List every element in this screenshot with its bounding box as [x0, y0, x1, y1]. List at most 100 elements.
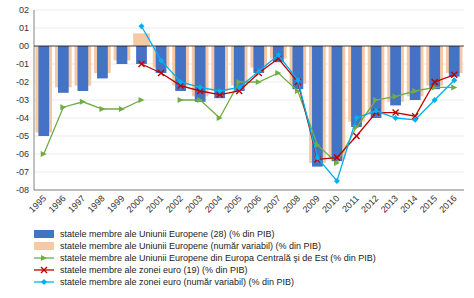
x-tick-label: 2004 [203, 193, 224, 214]
grid-line [34, 28, 464, 29]
x-tick-label: 2006 [242, 193, 263, 214]
marker [158, 70, 164, 76]
marker [373, 108, 379, 114]
legend-label: statele membre ale zonei euro (număr var… [60, 277, 294, 287]
x-tick-label: 2013 [379, 193, 400, 214]
y-tick-label: 00 [19, 41, 29, 51]
bar [429, 46, 440, 89]
bar [195, 46, 206, 102]
legend-label: statele membre ale Uniunii Europene (num… [60, 241, 321, 251]
grid [34, 10, 464, 190]
y-tick-label: 01 [19, 23, 29, 33]
x-tick-label: 2009 [301, 193, 322, 214]
legend-label: statele membre ale Uniunii Europene din … [60, 253, 376, 263]
x-tick-label: 2000 [125, 193, 146, 214]
marker [236, 79, 242, 85]
marker [412, 117, 418, 123]
line [142, 59, 455, 160]
marker [393, 115, 399, 121]
bar [449, 46, 460, 77]
x-tick-label: 2003 [183, 193, 204, 214]
x-tick-label: 2008 [281, 193, 302, 214]
chart: -08-07-06-05-04-03-02-010001021995199619… [0, 0, 474, 298]
x-tick-label: 1997 [66, 193, 87, 214]
grid-line [34, 154, 464, 155]
marker [80, 99, 86, 105]
marker [119, 106, 125, 112]
x-tick-label: 2014 [398, 193, 419, 214]
grid-line [34, 136, 464, 137]
legend-item: statele membre ale zonei euro (număr var… [34, 277, 294, 287]
marker [41, 151, 47, 157]
legend-label: statele membre ale zonei euro (19) (% di… [60, 265, 248, 275]
x-tick-label: 2001 [144, 193, 165, 214]
marker [236, 84, 242, 90]
marker [41, 255, 47, 261]
x-tick-label: 2015 [418, 193, 439, 214]
marker [451, 84, 457, 90]
x-tick-label: 1996 [46, 193, 67, 214]
legend-item: statele membre ale Uniunii Europene (num… [34, 241, 321, 251]
legend-swatch [34, 230, 54, 238]
y-tick-label: -02 [16, 77, 29, 87]
y-tick-label: -08 [16, 185, 29, 195]
marker [217, 115, 223, 121]
marker [393, 93, 399, 99]
marker [197, 84, 203, 90]
grid-line [34, 172, 464, 173]
marker [99, 106, 105, 112]
legend-swatch [34, 242, 54, 250]
line [44, 73, 454, 163]
legend-item: statele membre ale Uniunii Europene din … [34, 253, 376, 263]
marker [158, 57, 164, 63]
bar [351, 46, 362, 127]
marker [432, 79, 438, 85]
marker [393, 110, 399, 116]
marker [295, 77, 301, 83]
y-axis-line [34, 10, 35, 190]
bar [38, 46, 49, 136]
x-tick-label: 1999 [105, 193, 126, 214]
legend-label: statele membre ale Uniunii Europene (28)… [60, 229, 275, 239]
x-tick-label: 2016 [437, 193, 458, 214]
axes: -08-07-06-05-04-03-02-010001021995199619… [16, 5, 464, 215]
marker [139, 23, 145, 29]
y-tick-label: -07 [16, 167, 29, 177]
bar [58, 46, 69, 93]
bar [117, 46, 128, 64]
marker [41, 279, 47, 285]
bar [292, 46, 303, 89]
marker [334, 160, 340, 166]
y-tick-label: -04 [16, 113, 29, 123]
bar [371, 46, 382, 118]
x-tick-label: 2007 [261, 193, 282, 214]
grid-line [34, 10, 464, 11]
marker [60, 104, 66, 110]
bar [175, 46, 186, 91]
bar [136, 46, 147, 64]
marker [139, 61, 145, 67]
marker [178, 97, 184, 103]
marker [334, 178, 340, 184]
marker [256, 79, 262, 85]
marker [451, 77, 457, 83]
marker [432, 97, 438, 103]
marker [275, 52, 281, 58]
marker [354, 115, 360, 121]
marker [314, 155, 320, 161]
x-tick-label: 2010 [320, 193, 341, 214]
y-tick-label: -03 [16, 95, 29, 105]
x-tick-label: 1995 [27, 193, 48, 214]
marker [412, 88, 418, 94]
marker [178, 79, 184, 85]
y-tick-label: -05 [16, 131, 29, 141]
bar [97, 46, 108, 78]
marker [451, 72, 457, 78]
marker [41, 267, 47, 273]
marker [256, 68, 262, 74]
marker [217, 88, 223, 94]
bar [77, 46, 88, 91]
zero-line [34, 46, 464, 47]
marker [334, 155, 340, 161]
x-tick-label: 2002 [164, 193, 185, 214]
